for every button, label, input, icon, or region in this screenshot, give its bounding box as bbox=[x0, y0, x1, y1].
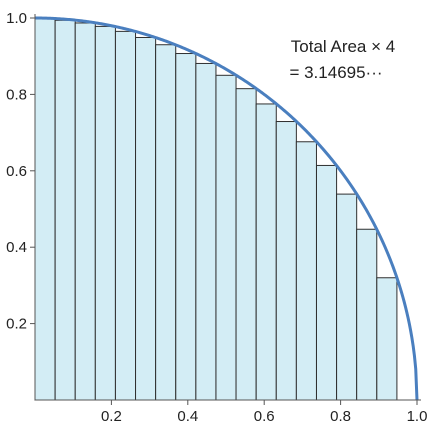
bar-15 bbox=[315, 164, 338, 401]
bar-9 bbox=[195, 62, 217, 401]
bar-1 bbox=[34, 17, 56, 401]
y-tick-label-3: 0.6 bbox=[6, 163, 27, 180]
x-tick-label-5: 1.0 bbox=[407, 408, 428, 425]
bar-11 bbox=[235, 88, 257, 401]
bar-4 bbox=[94, 25, 116, 401]
bar-16 bbox=[336, 193, 358, 401]
y-tick-label-5: 1.0 bbox=[6, 10, 27, 27]
x-tick-label-1: 0.2 bbox=[101, 408, 122, 425]
x-tick-label-4: 0.8 bbox=[330, 408, 351, 425]
bar-10 bbox=[215, 74, 237, 401]
bar-14 bbox=[295, 141, 317, 401]
bar-6 bbox=[135, 36, 157, 401]
x-tick-label-3: 0.6 bbox=[254, 408, 275, 425]
x-tick-label-2: 0.4 bbox=[177, 408, 198, 425]
bar-2 bbox=[54, 19, 76, 401]
annotation-line-1: Total Area × 4 bbox=[291, 37, 395, 56]
y-ticks: 0.2 0.4 0.6 0.8 1.0 bbox=[6, 10, 35, 333]
y-tick-label-1: 0.2 bbox=[6, 316, 27, 333]
annotation-line-2: = 3.14695··· bbox=[289, 63, 382, 82]
bar-13 bbox=[275, 121, 297, 401]
bar-18 bbox=[376, 277, 398, 401]
bar-5 bbox=[114, 30, 137, 401]
bar-3 bbox=[74, 22, 96, 401]
y-tick-label-4: 0.8 bbox=[6, 86, 27, 103]
bar-8 bbox=[175, 53, 197, 401]
x-ticks: 0.2 0.4 0.6 0.8 1.0 bbox=[101, 400, 427, 425]
quarter-circle-curve bbox=[35, 16, 419, 401]
bar-12 bbox=[255, 103, 277, 401]
bars-group bbox=[34, 17, 398, 401]
y-tick-label-2: 0.4 bbox=[6, 239, 27, 256]
bar-7 bbox=[155, 44, 177, 401]
bar-17 bbox=[356, 228, 378, 401]
